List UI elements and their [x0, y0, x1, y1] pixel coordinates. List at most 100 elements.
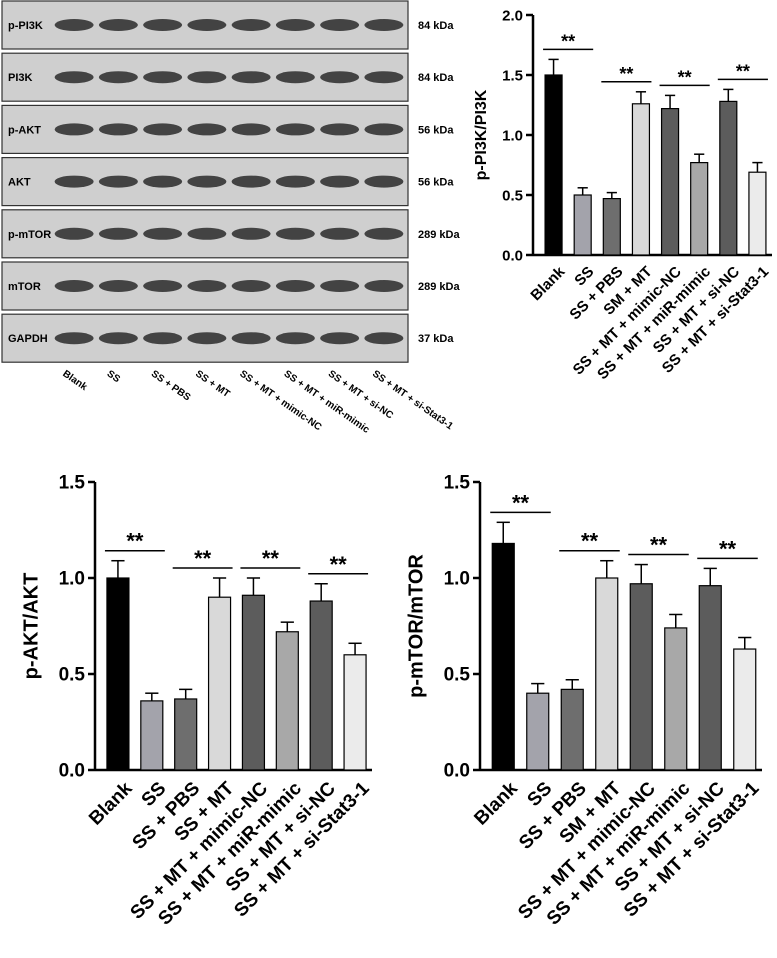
bar [275, 631, 299, 771]
x-tick-label: Blank [470, 778, 522, 830]
blot-band [98, 19, 138, 31]
blot-band [231, 123, 271, 136]
blot-size-label: 56 kDa [418, 177, 454, 189]
bar [629, 583, 653, 771]
bar [660, 107, 680, 256]
blot-band [187, 280, 227, 292]
blot-protein-label: p-PI3K [8, 20, 43, 32]
x-tick-label: Blank [85, 778, 137, 830]
blot-band [143, 175, 183, 188]
blot-protein-label: PI3K [8, 72, 33, 84]
blot-band [98, 71, 138, 84]
significance-label: ** [719, 536, 737, 561]
y-tick-label: 0.0 [502, 247, 523, 264]
bar [748, 171, 767, 256]
blot-band [98, 123, 138, 136]
error-bar [280, 621, 294, 632]
blot-lane-label: SS + MT + si-Stat3-1 [370, 368, 455, 432]
significance-label: ** [126, 529, 144, 554]
y-tick-label: 0.5 [59, 665, 86, 686]
bar [719, 100, 738, 256]
error-bar [669, 613, 683, 628]
significance-label: ** [581, 529, 599, 554]
bar [343, 654, 367, 771]
bar [174, 698, 198, 771]
bar [526, 692, 550, 771]
blot-lane-label: SS + MT + mimic-NC [237, 368, 323, 433]
error-bar [635, 91, 647, 104]
blot-band [320, 123, 360, 136]
blot-band [54, 19, 94, 31]
significance-label: ** [194, 546, 212, 571]
bar [690, 162, 709, 256]
blot-band [187, 175, 227, 188]
blot-band [231, 71, 271, 84]
y-tick-label: 1.0 [444, 569, 470, 590]
error-bar [348, 642, 362, 655]
blot-lane-label: SS + MT [193, 368, 231, 399]
error-bar [703, 567, 717, 586]
blot-band [275, 71, 315, 84]
blot-band [364, 19, 404, 31]
blot-protein-label: AKT [8, 177, 31, 189]
blot-band [275, 280, 315, 292]
blot-size-label: 84 kDa [418, 72, 454, 84]
error-bar [664, 94, 676, 109]
y-tick-label: 0.5 [502, 187, 523, 204]
significance-category: SS + MT + si-Stat3-1 [0, 0, 10, 1]
blot-band [275, 175, 315, 188]
significance-label: ** [512, 490, 530, 515]
blot-size-label: 56 kDa [418, 124, 454, 136]
blot-band [364, 227, 404, 240]
y-axis-label: p-PI3K/PI3K [473, 89, 490, 180]
error-bar [600, 559, 614, 578]
blot-band [187, 19, 227, 31]
bar [733, 648, 757, 771]
bar [106, 577, 130, 771]
blot-size-label: 37 kDa [418, 333, 454, 345]
blot-band [143, 280, 183, 292]
error-bar [314, 583, 328, 602]
significance-label: ** [619, 64, 633, 84]
blot-band [364, 71, 404, 84]
error-bar [694, 153, 705, 163]
y-tick-label: 1.5 [59, 473, 86, 494]
error-bar [111, 559, 125, 578]
blot-band [54, 280, 94, 292]
blot-band [143, 19, 183, 31]
y-axis-label: p-mTOR/mTOR [406, 554, 428, 698]
y-tick-label: 2.0 [502, 7, 523, 24]
bar [560, 688, 584, 771]
blot-lane-label: SS + MT + miR-mimic [282, 368, 372, 436]
blot-protein-label: p-AKT [8, 124, 41, 136]
y-tick-label: 1.5 [502, 67, 523, 84]
bar [544, 74, 563, 256]
blot-band [320, 332, 360, 345]
blot-band [275, 123, 315, 136]
blot-band [275, 227, 315, 240]
error-bar [723, 88, 734, 102]
bar [491, 542, 515, 771]
bar [309, 600, 333, 771]
blot-band [275, 332, 315, 345]
error-bar [179, 688, 193, 699]
blot-band [98, 175, 138, 188]
blot-protein-label: p-mTOR [8, 229, 51, 241]
bar [602, 198, 621, 256]
significance-label: ** [650, 533, 668, 558]
bar [664, 627, 688, 771]
bar [573, 194, 592, 256]
error-bar [738, 636, 752, 650]
blot-band [320, 19, 360, 31]
error-bar [577, 187, 588, 195]
blot-band [231, 280, 271, 292]
blot-band [231, 175, 271, 188]
x-tick-label: Blank [527, 263, 568, 304]
blot-protein-label: GAPDH [8, 333, 48, 345]
y-axis-label: p-AKT/AKT [21, 573, 43, 680]
blot-band [98, 227, 138, 240]
bar [698, 585, 722, 771]
blot-protein-label: mTOR [8, 281, 41, 293]
significance-label: ** [330, 552, 348, 577]
